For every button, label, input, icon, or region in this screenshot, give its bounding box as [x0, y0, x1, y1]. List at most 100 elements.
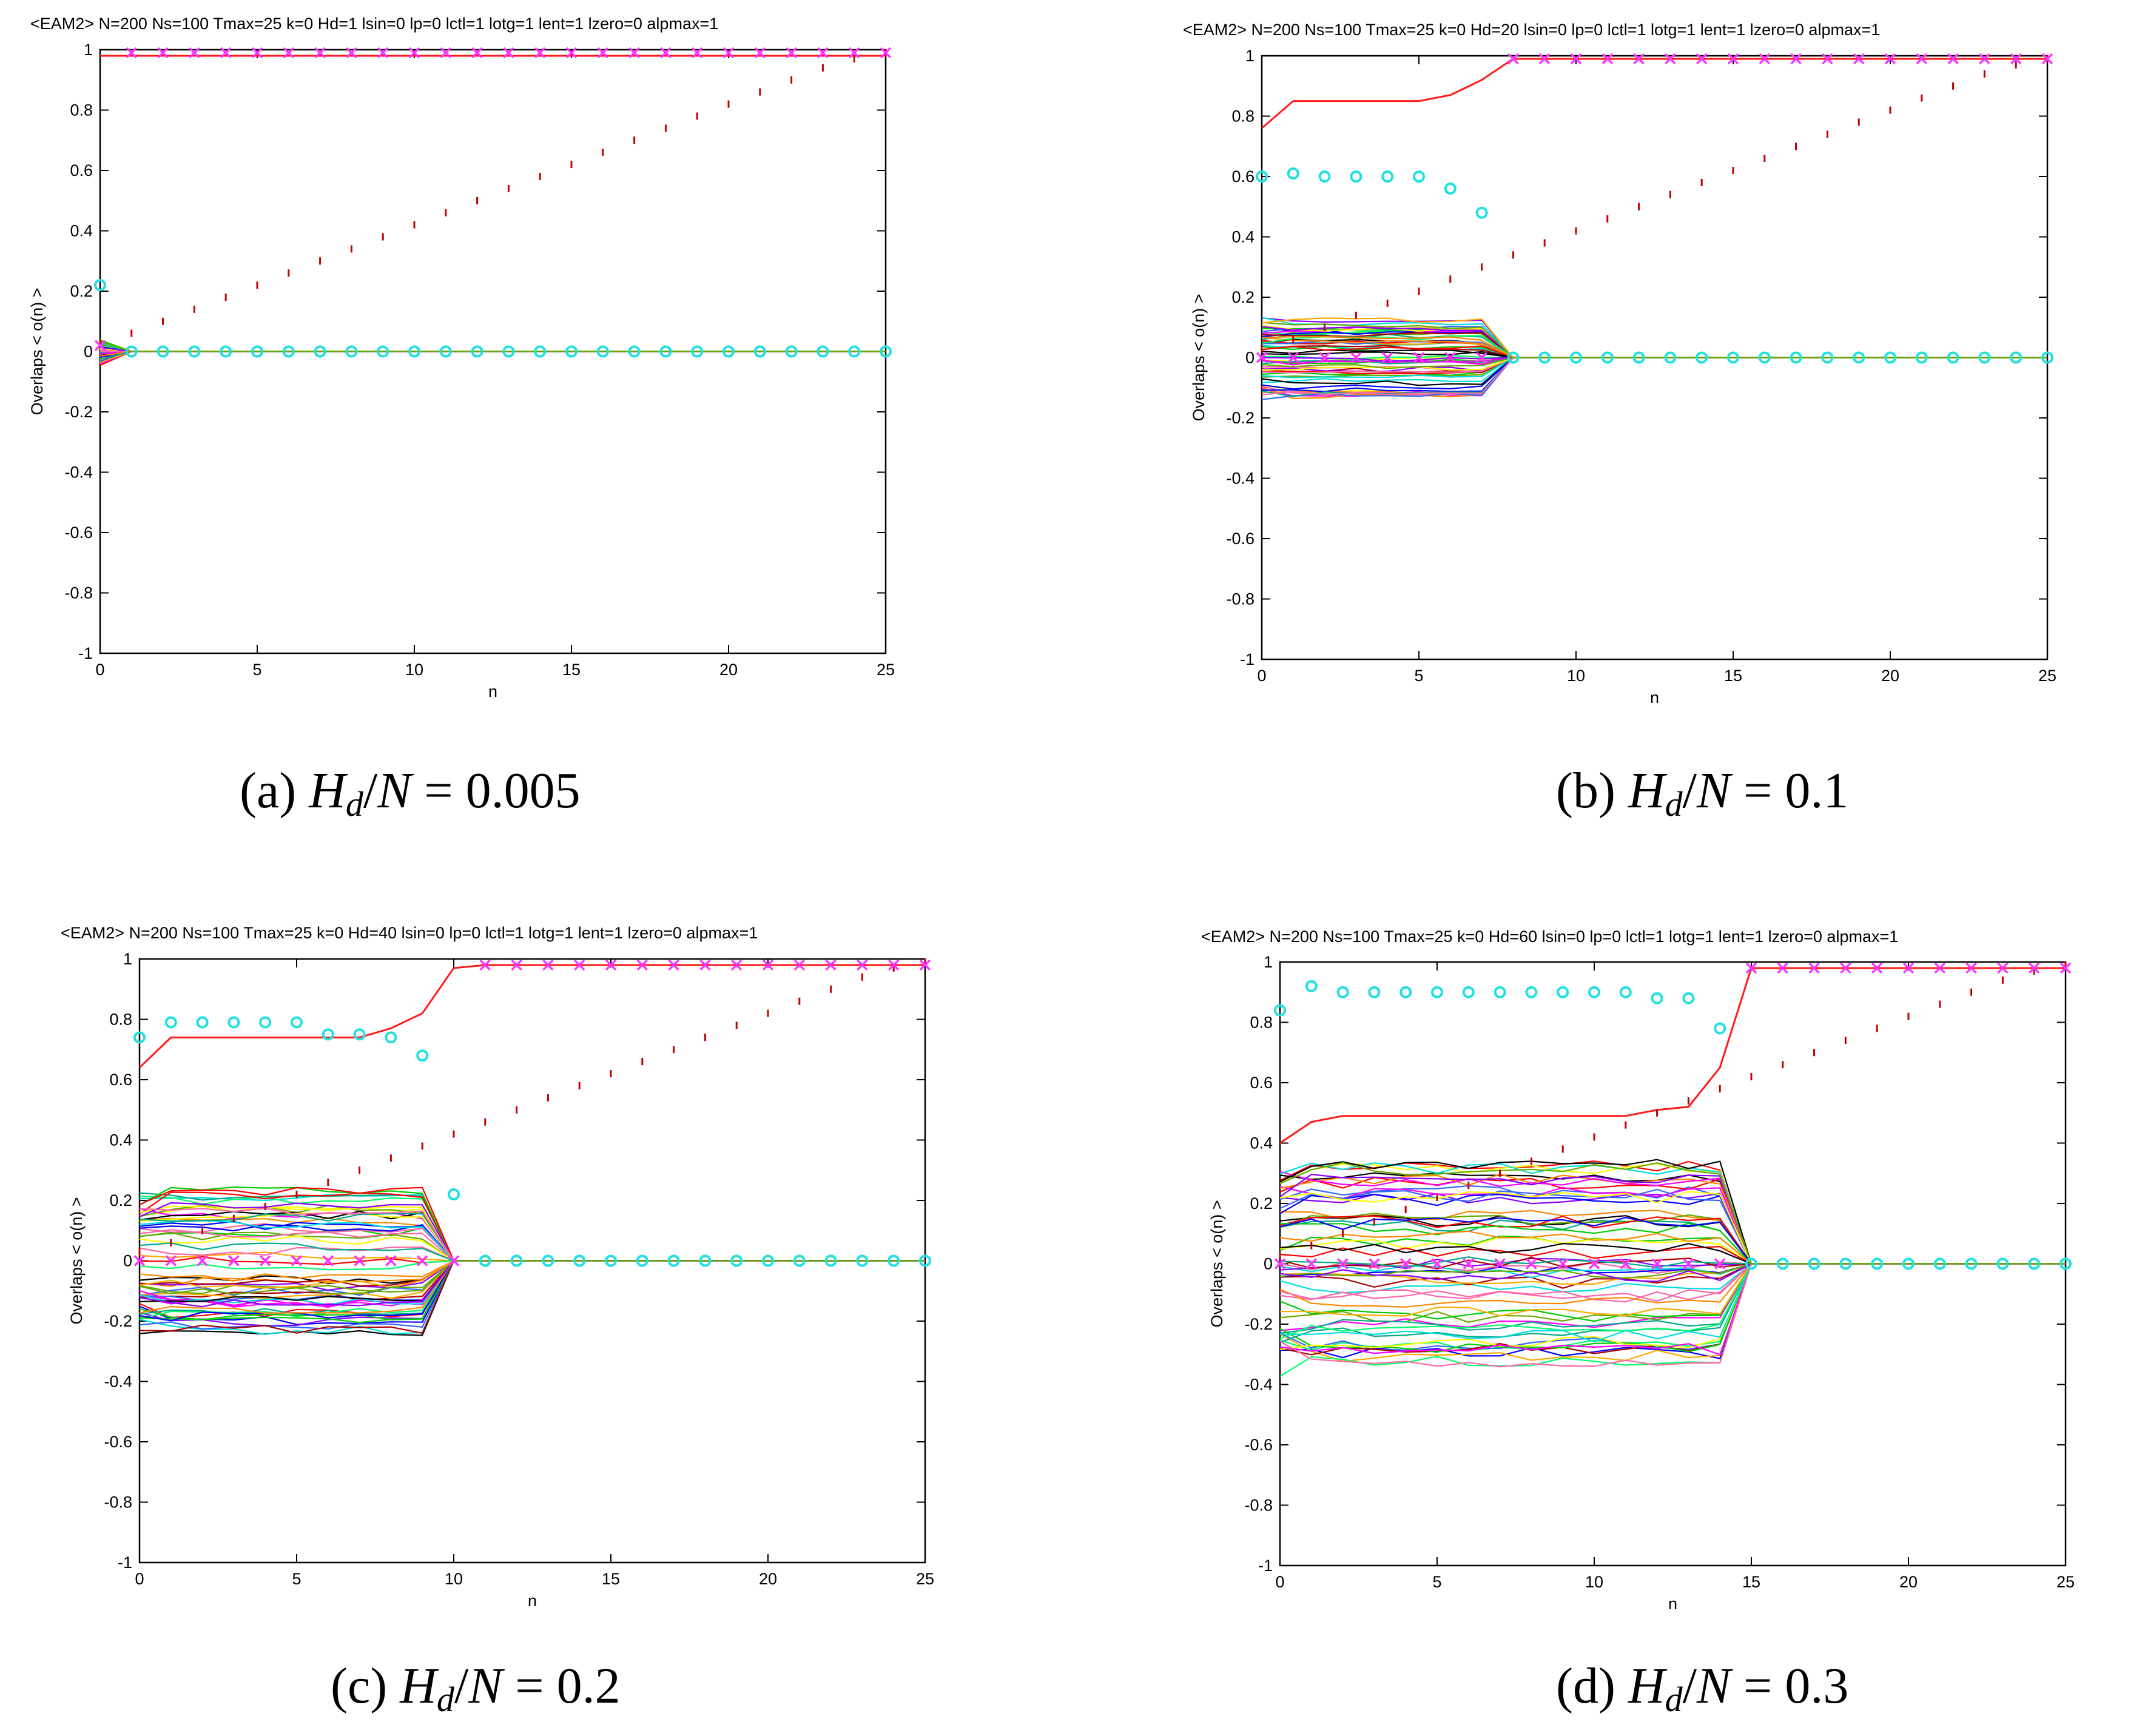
x-marker [1745, 962, 1757, 974]
x-marker [1683, 1258, 1694, 1270]
x-marker [2059, 962, 2072, 974]
chart-b: <EAM2> N=200 Ns=100 Tmax=25 k=0 Hd=20 ls… [1183, 21, 2056, 707]
x-axis-label: n [488, 682, 497, 701]
x-marker [1871, 962, 1883, 974]
x-marker [1526, 1258, 1537, 1270]
x-tick-label: 25 [916, 1570, 934, 1588]
cyan-marker [1790, 351, 1802, 364]
x-marker [440, 47, 452, 59]
x-marker [448, 1255, 460, 1267]
cyan-marker [1413, 170, 1425, 183]
y-tick-label: -0.2 [104, 1312, 132, 1330]
y-tick-label: 1 [1245, 47, 1255, 65]
caption-d: (d) Hd/N = 0.3 [1556, 1658, 1849, 1719]
x-tick-label: 20 [1899, 1573, 1918, 1591]
x-marker [1444, 352, 1457, 363]
target-overlap-line [138, 964, 925, 1069]
cyan-marker [448, 1188, 460, 1201]
y-tick-label: 0 [84, 343, 93, 361]
x-marker [1840, 962, 1851, 974]
x-marker [1350, 352, 1362, 363]
x-marker [385, 1255, 397, 1267]
x-marker [1979, 53, 1990, 65]
x-tick-label: 10 [1585, 1573, 1603, 1591]
cyan-marker [471, 345, 483, 358]
cyan-marker [785, 345, 798, 358]
x-tick-label: 5 [252, 661, 261, 679]
cyan-marker [856, 1254, 869, 1267]
cyan-marker [1821, 351, 1834, 364]
cyan-marker [1494, 986, 1506, 998]
x-tick-label: 0 [135, 1570, 144, 1588]
cyan-marker [1727, 351, 1739, 364]
cyan-marker [565, 345, 578, 358]
x-marker [479, 959, 491, 971]
x-marker [471, 47, 483, 59]
y-tick-label: -0.2 [64, 403, 93, 421]
y-tick-label: 0.8 [1231, 107, 1255, 126]
x-marker [346, 47, 357, 59]
cyan-marker [1839, 1257, 1852, 1270]
x-marker [2041, 53, 2053, 65]
cyan-marker [691, 345, 704, 358]
x-marker [1965, 962, 1977, 974]
x-marker [94, 340, 106, 351]
cyan-marker [1933, 1257, 1946, 1270]
x-marker [1399, 1258, 1412, 1270]
cyan-marker [1871, 1257, 1884, 1270]
y-tick-label: -0.8 [104, 1493, 132, 1512]
cyan-marker [1682, 992, 1695, 1004]
y-tick-label: 0.2 [109, 1191, 132, 1209]
x-marker [228, 1255, 240, 1267]
x-marker [133, 1255, 146, 1267]
cyan-marker [408, 345, 420, 358]
x-tick-label: 25 [877, 661, 895, 679]
x-marker [1381, 352, 1393, 363]
x-marker [1256, 352, 1268, 363]
x-marker [754, 47, 766, 59]
x-marker [1696, 53, 1708, 65]
x-marker [1305, 1258, 1318, 1270]
cyan-marker [1381, 170, 1394, 183]
x-marker [1337, 1258, 1349, 1270]
y-tick-label: 0.6 [109, 1071, 132, 1089]
cyan-marker [1475, 206, 1488, 219]
cyan-marker [848, 345, 861, 358]
x-marker [1570, 53, 1582, 65]
panel-b: <EAM2> N=200 Ns=100 Tmax=25 k=0 Hd=20 ls… [1071, 0, 2142, 868]
x-tick-label: 15 [1742, 1573, 1760, 1591]
x-marker [126, 47, 138, 59]
x-marker [1538, 53, 1551, 65]
x-marker [251, 47, 263, 59]
y-tick-label: 0.4 [70, 222, 93, 240]
y-tick-label: 1 [123, 950, 132, 968]
panel-d: <EAM2> N=200 Ns=100 Tmax=25 k=0 Hd=60 ls… [1071, 868, 2142, 1736]
x-marker [511, 959, 522, 971]
cyan-marker [1462, 986, 1475, 998]
y-axis-label: Overlaps < o(n) > [1208, 1200, 1226, 1327]
x-marker [636, 959, 648, 971]
x-marker [793, 959, 806, 971]
y-tick-label: -0.4 [64, 463, 93, 482]
cyan-marker [416, 1049, 429, 1062]
cyan-marker [1274, 1004, 1286, 1017]
y-tick-label: 0 [123, 1252, 132, 1270]
cyan-marker [1256, 170, 1268, 183]
x-marker [1947, 53, 1959, 65]
x-tick-label: 15 [562, 661, 581, 679]
cyan-marker [2010, 351, 2022, 364]
cyan-marker [1651, 992, 1663, 1004]
x-marker [1557, 1258, 1569, 1270]
cyan-marker [793, 1254, 806, 1267]
cyan-marker [1557, 986, 1569, 998]
y-tick-label: -0.8 [1244, 1496, 1273, 1515]
y-tick-label: -1 [1258, 1556, 1273, 1575]
x-marker [628, 47, 640, 59]
caption-c: (c) Hd/N = 0.2 [331, 1658, 621, 1719]
y-axis-label: Overlaps < o(n) > [1190, 294, 1208, 421]
cyan-marker [2041, 351, 2053, 364]
y-tick-label: 0.8 [70, 101, 93, 119]
cyan-marker [919, 1254, 931, 1267]
x-marker [730, 959, 743, 971]
cyan-marker [1570, 351, 1582, 364]
